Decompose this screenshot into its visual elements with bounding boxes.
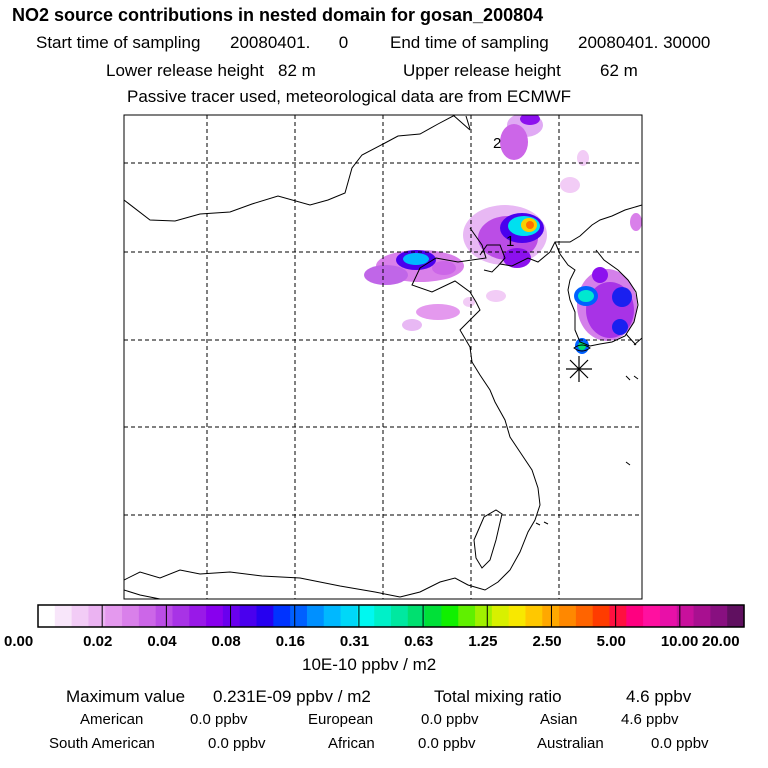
max-value: 0.231E-09 ppbv / m2 xyxy=(213,687,371,706)
source-value-african: 0.0 ppbv xyxy=(418,735,476,752)
colorbar-cell xyxy=(374,605,392,627)
colorbar-cell xyxy=(508,605,527,627)
colorbar-cell xyxy=(172,605,190,627)
colorbar-units: 10E-10 ppbv / m2 xyxy=(302,655,437,674)
colorbar-cell xyxy=(491,605,510,627)
source-name-european: European xyxy=(308,711,374,728)
colorbar-cell xyxy=(105,605,123,627)
colorbar-cell xyxy=(727,605,745,627)
colorbar-cell xyxy=(273,605,291,627)
colorbar-cell xyxy=(71,605,90,627)
source-marker-1: 1 xyxy=(506,233,514,250)
colorbar-cell xyxy=(424,605,443,627)
start-time-value: 20080401. 0 xyxy=(230,33,349,52)
lower-release-label: Lower release height xyxy=(106,61,264,80)
colorbar-tick-label: 0.00 xyxy=(4,633,34,650)
colorbar-tick-label: 1.25 xyxy=(468,633,498,650)
colorbar-cell xyxy=(155,605,174,627)
colorbar-cell xyxy=(357,605,375,627)
source-value-asian: 4.6 ppbv xyxy=(621,711,679,728)
colorbar-cell xyxy=(54,605,73,627)
source-name-australian: Australian xyxy=(537,735,604,752)
colorbar-cell xyxy=(256,605,274,627)
map-frame xyxy=(123,114,643,600)
colorbar-tick-label: 2.50 xyxy=(532,633,562,650)
colorbar-cell xyxy=(407,605,426,627)
source-name-american: American xyxy=(80,711,144,728)
colorbar-tick-label: 0.63 xyxy=(404,633,434,650)
colorbar-cell xyxy=(323,605,342,627)
colorbar-cell xyxy=(441,605,459,627)
colorbar-cell xyxy=(575,605,594,627)
colorbar-cell xyxy=(88,605,106,627)
colorbar-cell xyxy=(710,605,728,627)
end-time-label: End time of sampling xyxy=(390,33,549,52)
colorbar-frame xyxy=(37,604,745,628)
colorbar-cell xyxy=(609,605,627,627)
colorbar-cell xyxy=(306,605,325,627)
source-value-australian: 0.0 ppbv xyxy=(651,735,709,752)
concentration-field xyxy=(364,115,642,354)
lat-lon-grid xyxy=(124,115,642,599)
source-value-american: 0.0 ppbv xyxy=(190,711,248,728)
colorbar-cell xyxy=(626,605,644,627)
colorbar-cell xyxy=(122,605,140,627)
source-name-african: African xyxy=(328,735,375,752)
source-value-european: 0.0 ppbv xyxy=(421,711,479,728)
colorbar-cell xyxy=(222,605,241,627)
tracer-note: Passive tracer used, meteorological data… xyxy=(127,87,572,106)
colorbar-cell xyxy=(643,605,661,627)
colorbar-tick-label: 5.00 xyxy=(596,633,626,650)
colorbar-cell xyxy=(592,605,611,627)
lower-release-value: 82 m xyxy=(278,61,316,80)
colorbar-cell xyxy=(659,605,678,627)
colorbar-tick-label: 0.04 xyxy=(147,633,177,650)
upper-release-value: 62 m xyxy=(600,61,638,80)
colorbar-cell xyxy=(525,605,543,627)
colorbar-cell xyxy=(475,605,493,627)
total-mixing-label: Total mixing ratio xyxy=(434,687,562,706)
upper-release-label: Upper release height xyxy=(403,61,561,80)
end-time-value: 20080401. 30000 xyxy=(578,33,711,52)
colorbar-tick-label: 0.16 xyxy=(275,633,305,650)
colorbar-tick-label: 20.00 xyxy=(702,633,740,650)
colorbar-cell xyxy=(239,605,258,627)
start-time-label: Start time of sampling xyxy=(36,33,201,52)
colorbar-cell xyxy=(290,605,308,627)
source-marker-2: 2 xyxy=(493,135,501,152)
colorbar-cell xyxy=(206,605,224,627)
total-mixing-value: 4.6 ppbv xyxy=(626,687,692,706)
colorbar-tick-label: 10.00 xyxy=(660,633,699,650)
colorbar-tick-label: 0.31 xyxy=(339,633,370,650)
colorbar-cell xyxy=(676,605,695,627)
source-name-asian: Asian xyxy=(540,711,578,728)
colorbar-cell xyxy=(458,605,476,627)
colorbar-cell xyxy=(138,605,157,627)
source-value-south-american: 0.0 ppbv xyxy=(208,735,266,752)
colorbar-cell xyxy=(189,605,207,627)
asterisk-receptor-icon xyxy=(566,356,592,382)
max-value-label: Maximum value xyxy=(66,687,186,706)
colorbar-cell xyxy=(38,605,56,627)
plot-title: NO2 source contributions in nested domai… xyxy=(12,5,544,25)
colorbar-cell xyxy=(693,605,711,627)
colorbar-cell xyxy=(391,605,409,627)
colorbar-cell xyxy=(340,605,358,627)
colorbar-tick-label: 0.08 xyxy=(211,633,241,650)
source-name-south-american: South American xyxy=(49,735,155,752)
colorbar-tick-label: 0.02 xyxy=(83,633,113,650)
colorbar-cell xyxy=(559,605,577,627)
